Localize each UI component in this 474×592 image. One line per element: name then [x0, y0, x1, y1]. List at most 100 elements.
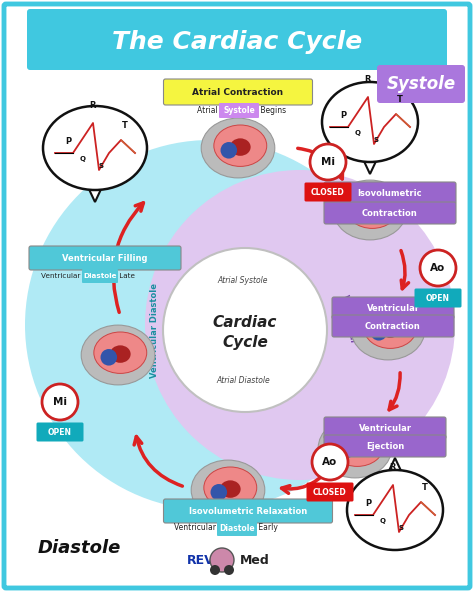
Ellipse shape	[220, 480, 241, 498]
FancyBboxPatch shape	[164, 79, 312, 105]
Ellipse shape	[364, 307, 417, 349]
Text: Ventricular Diastole: Ventricular Diastole	[151, 282, 159, 378]
FancyBboxPatch shape	[27, 9, 447, 70]
Text: Systole: Systole	[223, 106, 255, 115]
FancyBboxPatch shape	[82, 269, 118, 283]
Text: T: T	[122, 121, 128, 130]
Text: Atrial Systole: Atrial Systole	[218, 275, 268, 285]
Text: CLOSED: CLOSED	[311, 188, 345, 197]
Text: The Cardiac Cycle: The Cardiac Cycle	[112, 30, 362, 54]
Circle shape	[100, 349, 117, 366]
Text: Ventricular: Ventricular	[41, 273, 83, 279]
Text: P: P	[365, 499, 371, 508]
FancyBboxPatch shape	[4, 4, 470, 588]
Circle shape	[371, 324, 387, 340]
FancyBboxPatch shape	[29, 246, 181, 270]
Text: Late: Late	[117, 273, 135, 279]
FancyBboxPatch shape	[414, 288, 462, 307]
Text: Mi: Mi	[321, 157, 335, 167]
Polygon shape	[87, 185, 103, 202]
Text: Atrial Diastole: Atrial Diastole	[216, 375, 270, 384]
Text: Cardiac: Cardiac	[213, 314, 277, 330]
Text: S: S	[99, 163, 103, 169]
FancyBboxPatch shape	[332, 297, 454, 319]
Text: Atrial Contraction: Atrial Contraction	[192, 88, 283, 96]
Ellipse shape	[331, 425, 384, 466]
Ellipse shape	[214, 125, 267, 166]
Text: Q: Q	[380, 518, 386, 524]
Text: Diastole: Diastole	[83, 273, 117, 279]
FancyBboxPatch shape	[324, 202, 456, 224]
Text: REV: REV	[187, 554, 215, 567]
Ellipse shape	[81, 325, 155, 385]
Ellipse shape	[43, 106, 147, 190]
Text: R: R	[365, 75, 371, 84]
Circle shape	[224, 565, 234, 575]
Text: S: S	[399, 525, 403, 531]
Ellipse shape	[346, 187, 399, 229]
Text: P: P	[340, 111, 346, 120]
Text: Systole: Systole	[386, 75, 456, 93]
Ellipse shape	[201, 118, 275, 178]
Text: Isovolumetric: Isovolumetric	[358, 188, 422, 198]
Text: Ao: Ao	[322, 457, 337, 467]
Text: Ejection: Ejection	[366, 442, 404, 451]
Text: Ventricular
Systole: Ventricular Systole	[332, 294, 358, 346]
Circle shape	[210, 548, 234, 572]
Text: Ventricular: Ventricular	[366, 304, 419, 313]
Ellipse shape	[318, 418, 392, 478]
Text: T: T	[422, 483, 428, 492]
Ellipse shape	[347, 470, 443, 550]
FancyBboxPatch shape	[324, 435, 446, 457]
Text: Isovolumetric Relaxation: Isovolumetric Relaxation	[189, 507, 307, 516]
Circle shape	[420, 250, 456, 286]
Text: Q: Q	[355, 130, 361, 136]
FancyBboxPatch shape	[324, 417, 446, 439]
Circle shape	[220, 142, 237, 159]
Text: S: S	[374, 137, 379, 143]
Text: Contraction: Contraction	[365, 321, 421, 330]
Circle shape	[145, 170, 455, 480]
FancyBboxPatch shape	[324, 182, 456, 204]
FancyBboxPatch shape	[36, 423, 83, 442]
FancyBboxPatch shape	[164, 499, 332, 523]
Text: R: R	[90, 101, 96, 110]
Text: Begins: Begins	[258, 105, 286, 114]
Circle shape	[42, 384, 78, 420]
Text: Early: Early	[256, 523, 278, 532]
Text: Contraction: Contraction	[362, 208, 418, 217]
Ellipse shape	[230, 139, 251, 156]
FancyBboxPatch shape	[304, 182, 352, 201]
Text: Ventricular Filling: Ventricular Filling	[62, 253, 148, 262]
Ellipse shape	[362, 200, 383, 218]
Ellipse shape	[191, 460, 265, 520]
Text: Ventricular: Ventricular	[173, 523, 218, 532]
Ellipse shape	[351, 300, 425, 360]
Text: Diastole: Diastole	[38, 539, 121, 557]
Ellipse shape	[322, 82, 418, 162]
Text: Ao: Ao	[430, 263, 446, 273]
Circle shape	[210, 565, 220, 575]
Text: P: P	[65, 137, 71, 146]
Text: Diastole: Diastole	[219, 524, 255, 533]
Text: Cycle: Cycle	[222, 334, 268, 349]
Circle shape	[210, 484, 227, 501]
Text: Ventricular: Ventricular	[358, 423, 411, 433]
Ellipse shape	[347, 438, 368, 456]
Text: CLOSED: CLOSED	[313, 487, 347, 497]
Circle shape	[337, 442, 354, 459]
Polygon shape	[387, 458, 403, 475]
Circle shape	[163, 248, 327, 412]
Text: Q: Q	[80, 156, 86, 162]
FancyBboxPatch shape	[332, 315, 454, 337]
FancyBboxPatch shape	[217, 521, 257, 536]
Text: Atrial: Atrial	[197, 105, 220, 114]
Ellipse shape	[94, 332, 147, 374]
Text: Mi: Mi	[53, 397, 67, 407]
Text: OPEN: OPEN	[426, 294, 450, 303]
Text: OPEN: OPEN	[48, 427, 72, 436]
Text: T: T	[397, 95, 403, 104]
Ellipse shape	[333, 180, 407, 240]
Text: Med: Med	[240, 554, 270, 567]
Ellipse shape	[110, 345, 131, 363]
